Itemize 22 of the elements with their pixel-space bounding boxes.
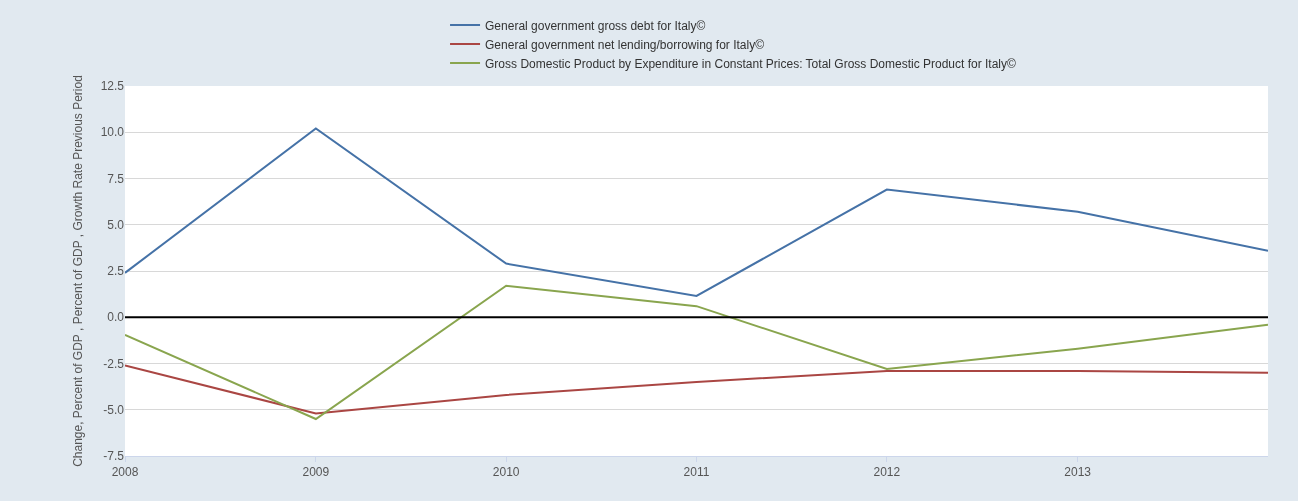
x-tick-label: 2008 — [111, 465, 139, 480]
legend-label: General government gross debt for Italy© — [485, 18, 706, 33]
x-tick-label: 2011 — [683, 465, 710, 480]
x-tick-label: 2012 — [873, 465, 901, 480]
y-tick-label: -7.5 — [103, 449, 125, 464]
line-series — [125, 284, 1268, 420]
y-tick-label: -5.0 — [103, 402, 125, 417]
y-tick-label: -2.5 — [103, 356, 125, 371]
line-series — [125, 127, 1268, 297]
y-tick-label: 5.0 — [107, 217, 125, 232]
y-tick-label: 7.5 — [107, 171, 125, 186]
legend-label: General government net lending/borrowing for Italy© — [485, 37, 765, 52]
x-tick-label: 2009 — [302, 465, 330, 480]
x-tick-label: 2010 — [492, 465, 520, 480]
y-tick-label: 10.0 — [100, 125, 125, 140]
line-series — [125, 364, 1268, 415]
y-tick-label: 0.0 — [107, 310, 125, 325]
x-tick-label: 2013 — [1064, 465, 1092, 480]
y-tick-label: 12.5 — [100, 79, 125, 94]
y-axis-title: Change, Percent of GDP , Percent of GDP , Growth Rate Previous Period — [70, 75, 85, 467]
legend-label: Gross Domestic Product by Expenditure in Constant Prices: Total Gross Domestic Product for Italy© — [485, 56, 1017, 71]
y-tick-label: 2.5 — [107, 264, 125, 279]
